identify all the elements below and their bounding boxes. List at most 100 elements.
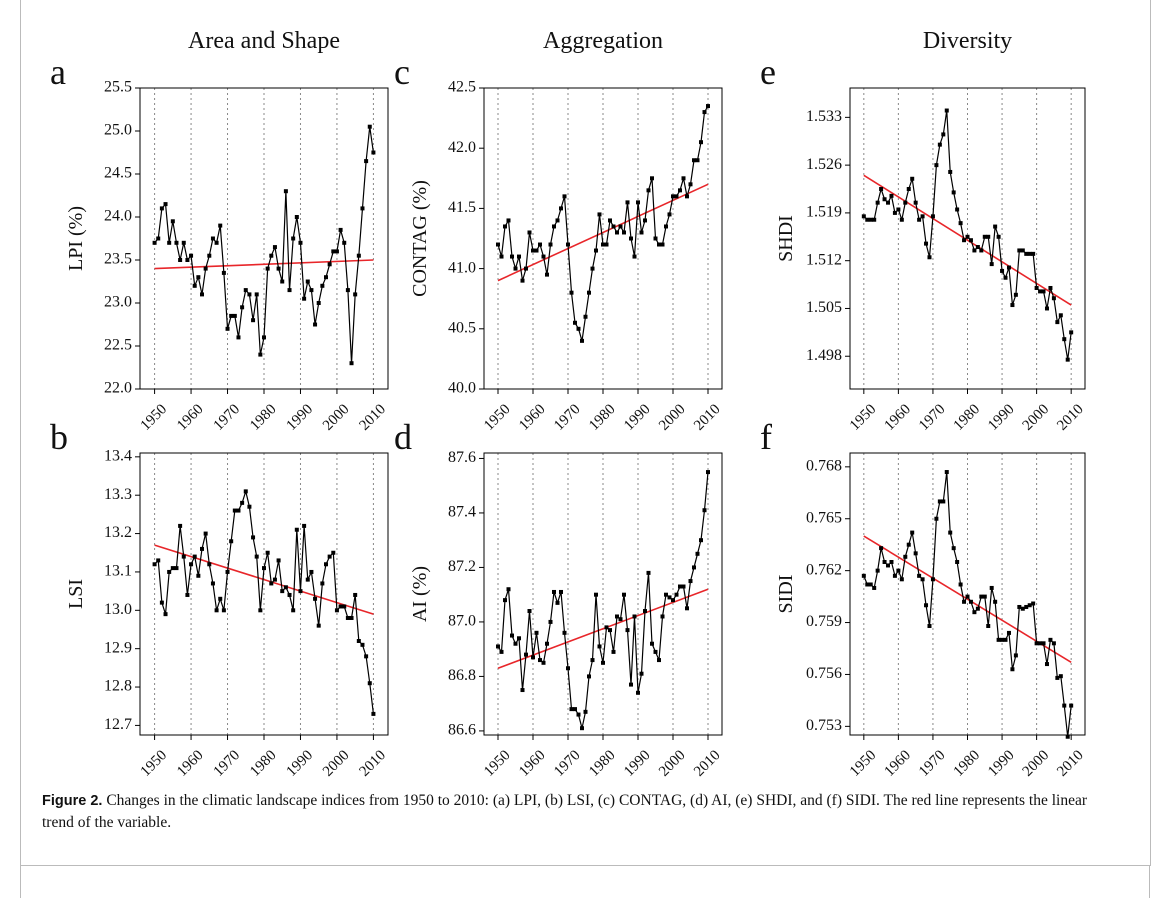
data-point [632, 254, 637, 259]
data-point [272, 577, 277, 582]
data-point [1024, 604, 1029, 609]
data-point [692, 565, 696, 570]
data-point [496, 644, 500, 649]
data-point [170, 219, 175, 224]
data-point [356, 639, 361, 643]
y-tick-label: 87.0 [448, 613, 476, 630]
data-point [1031, 601, 1036, 606]
data-point [1010, 667, 1015, 672]
data-point [324, 275, 328, 280]
y-axis-label: LSI [65, 579, 87, 609]
data-point [889, 559, 894, 564]
data-point [496, 242, 500, 247]
data-point [882, 197, 887, 202]
data-point [1006, 630, 1011, 635]
data-point [702, 110, 707, 115]
data-point [1024, 251, 1029, 256]
data-point [927, 255, 932, 260]
data-point [555, 600, 560, 605]
data-point [1017, 248, 1022, 253]
data-point [541, 254, 546, 259]
data-point [196, 275, 201, 280]
data-point [499, 254, 504, 259]
data-point [174, 566, 179, 571]
data-point [611, 224, 616, 229]
plot-frame [483, 87, 723, 390]
data-point [178, 258, 183, 262]
data-point [258, 352, 263, 357]
data-point [291, 608, 296, 613]
data-point [608, 628, 612, 633]
data-point [1038, 641, 1043, 646]
y-tick-label: 42.5 [448, 79, 476, 96]
data-point [229, 313, 234, 318]
data-point [510, 254, 514, 259]
y-tick-label: 1.498 [806, 347, 842, 364]
data-point [316, 623, 321, 628]
data-point [371, 711, 376, 716]
data-point [996, 234, 1001, 239]
data-point [221, 608, 226, 613]
data-point [594, 592, 598, 597]
x-tick-label: 1980 [951, 747, 984, 780]
data-point [210, 581, 215, 586]
data-point [872, 217, 877, 222]
y-tick-label: 1.533 [806, 108, 842, 125]
data-point [636, 690, 640, 695]
data-point [1010, 303, 1015, 308]
y-tick-label: 22.5 [104, 337, 132, 354]
data-point [499, 649, 504, 654]
data-point [218, 223, 223, 228]
column-title: Diversity [923, 28, 1012, 54]
y-tick-label: 40.0 [448, 380, 476, 397]
y-tick-label: 1.512 [806, 251, 842, 268]
x-tick-label: 1970 [551, 401, 584, 434]
data-point [513, 641, 518, 646]
data-point [685, 606, 689, 611]
data-point [896, 207, 901, 212]
y-tick-label: 1.505 [806, 299, 842, 316]
data-point [948, 530, 953, 535]
data-point [968, 238, 973, 243]
x-tick-label: 1950 [138, 747, 171, 780]
data-point [667, 595, 672, 600]
data-point [371, 150, 376, 155]
data-point [185, 258, 190, 262]
data-point [706, 104, 710, 109]
y-tick-label: 86.6 [448, 722, 476, 739]
data-point [924, 241, 929, 246]
data-point [280, 279, 285, 284]
data-point [913, 200, 918, 205]
data-point [360, 206, 365, 211]
caption-label: Figure 2. [42, 793, 103, 809]
data-point [879, 187, 884, 192]
x-tick-label: 1960 [174, 401, 207, 434]
data-point [917, 573, 922, 578]
data-point [327, 262, 332, 267]
data-point [692, 158, 696, 163]
data-point [1027, 603, 1032, 608]
data-point [955, 559, 960, 564]
data-point [167, 240, 172, 245]
data-point [695, 551, 700, 556]
data-point [1069, 703, 1074, 708]
data-point [1027, 251, 1032, 256]
data-point [886, 563, 891, 568]
data-point [989, 262, 994, 267]
data-point [1062, 337, 1067, 342]
data-point [913, 551, 918, 556]
data-point [930, 214, 935, 219]
data-point [896, 568, 901, 573]
data-point [356, 253, 361, 258]
data-point [618, 224, 623, 229]
data-point [667, 212, 672, 217]
y-tick-label: 25.0 [104, 122, 132, 139]
data-point [225, 569, 230, 574]
data-point [510, 633, 514, 638]
data-point [861, 573, 866, 578]
x-tick-label: 2010 [691, 401, 724, 434]
data-point [203, 266, 208, 271]
data-point [657, 658, 661, 663]
y-tick-label: 23.0 [104, 294, 132, 311]
